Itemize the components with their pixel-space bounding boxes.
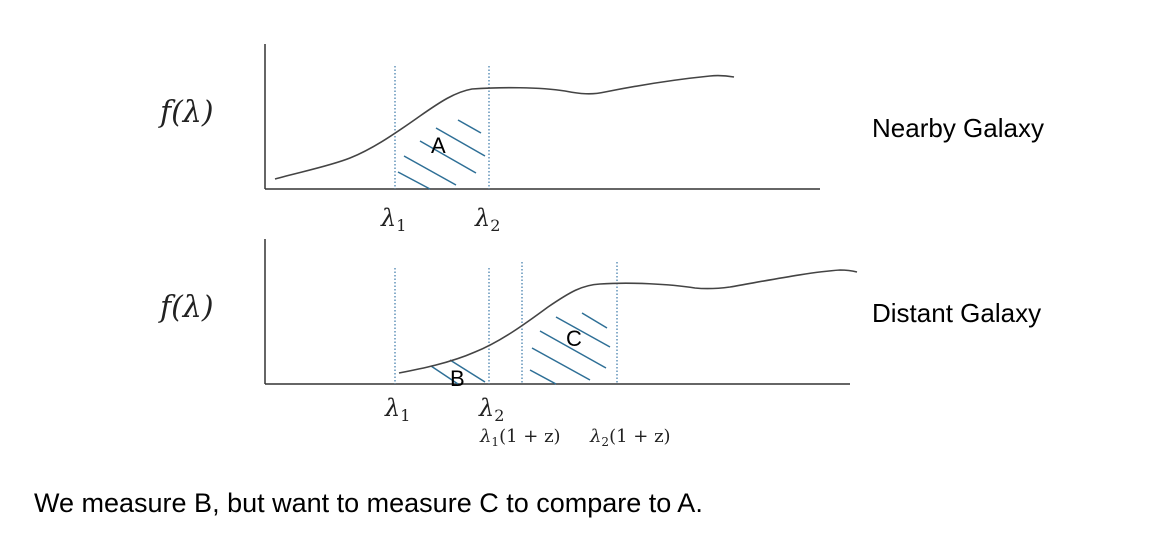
hatch-line — [529, 369, 557, 385]
bottom-tick-lambda2-1pz-base: λ — [589, 426, 601, 447]
bottom-ylabel: f(λ) — [158, 290, 214, 325]
hatch-line — [430, 365, 459, 385]
top-spectrum-curve — [274, 74, 735, 180]
bottom-hatch-b — [430, 359, 486, 385]
top-tick-lambda1-base: λ — [380, 204, 396, 232]
hatch-line — [539, 330, 607, 369]
hatch-line — [435, 127, 486, 157]
hatch-line — [403, 155, 457, 186]
bottom-tick-lambda2-1pz: λ2(1 + z) — [589, 426, 671, 449]
top-tick-lambda2: λ2 — [474, 204, 500, 235]
bottom-tick-lambda2-sub: 2 — [494, 406, 504, 425]
hatch-line — [531, 347, 591, 381]
top-tick-lambda2-sub: 2 — [490, 216, 500, 235]
top-tick-lambda1: λ1 — [380, 204, 406, 235]
bottom-tick-lambda2-1pz-tail: (1 + z) — [609, 426, 671, 447]
bottom-panel: f(λ) B C λ1 λ2 — [158, 239, 1041, 449]
hatch-line — [397, 171, 431, 190]
bottom-tick-lambda1-sub: 1 — [400, 406, 410, 425]
bottom-tick-lambda1-1pz-tail: (1 + z) — [499, 426, 561, 447]
top-panel-name: Nearby Galaxy — [872, 113, 1044, 143]
bottom-tick-lambda1: λ1 — [384, 394, 410, 425]
bottom-tick-lambda2: λ2 — [478, 394, 504, 425]
bottom-tick-lambda2-base: λ — [478, 394, 494, 422]
bottom-region-b-label: B — [450, 366, 465, 391]
top-tick-lambda1-sub: 1 — [396, 216, 406, 235]
bottom-tick-lambda1-1pz-base: λ — [479, 426, 491, 447]
bottom-panel-name: Distant Galaxy — [872, 298, 1041, 328]
bottom-tick-lambda1-1pz-sub: 1 — [491, 435, 499, 449]
bottom-region-c-label: C — [566, 326, 582, 351]
hatch-line — [457, 119, 482, 134]
top-hatch-a — [397, 119, 486, 190]
top-region-a-label: A — [431, 133, 446, 158]
bottom-tick-lambda1-1pz: λ1(1 + z) — [479, 426, 561, 449]
top-tick-lambda2-base: λ — [474, 204, 490, 232]
hatch-line — [449, 359, 486, 383]
bottom-tick-lambda1-base: λ — [384, 394, 400, 422]
top-ylabel: f(λ) — [158, 95, 214, 130]
hatch-line — [419, 140, 477, 174]
bottom-tick-lambda2-1pz-sub: 2 — [601, 435, 609, 449]
caption: We measure B, but want to measure C to c… — [34, 488, 703, 518]
top-panel: f(λ) A λ1 λ2 Nearby Galaxy — [158, 44, 1044, 235]
hatch-line — [581, 312, 608, 329]
bottom-spectrum-curve — [398, 269, 858, 374]
bottom-hatch-c — [529, 312, 611, 385]
hatch-line — [555, 316, 611, 348]
